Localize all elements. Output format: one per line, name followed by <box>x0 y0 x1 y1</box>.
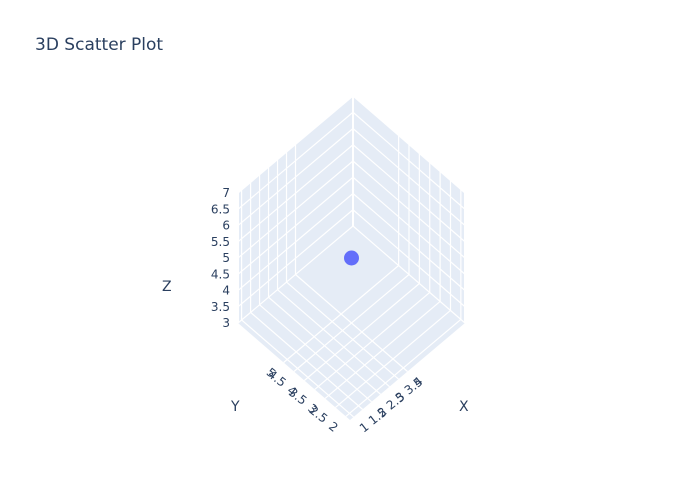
y-gridline-floor <box>283 265 400 363</box>
z-gridline-ywall <box>237 209 354 308</box>
y-gridline-floor <box>293 274 410 372</box>
scatter-points <box>344 250 359 266</box>
y-gridline-floor <box>314 292 431 390</box>
z-gridline-ywall <box>237 225 354 324</box>
z-axis-title: Z <box>162 279 172 295</box>
z-gridline-xwall <box>352 95 466 194</box>
z-gridline-ywall <box>237 160 354 259</box>
y-gridline-floor <box>345 318 462 417</box>
z-tick-label: 7 <box>222 186 230 200</box>
scene-gridlines <box>237 95 466 418</box>
scene-tick-labels: 11.522.533.5422.533.544.5533.544.555.566… <box>211 186 426 435</box>
z-tick-label: 3.5 <box>211 300 230 314</box>
y-gridline-floor <box>335 309 451 408</box>
y-axis-title: Y <box>230 399 240 415</box>
y-gridline-floor <box>324 300 441 399</box>
z-gridline-xwall <box>352 111 466 210</box>
x-axis-title: X <box>459 399 469 415</box>
z-gridline-xwall <box>352 225 466 324</box>
z-gridline-xwall <box>352 176 466 275</box>
z-gridline-xwall <box>352 144 466 243</box>
y-gridline-floor <box>303 283 420 381</box>
z-tick-label: 5 <box>222 251 230 265</box>
z-tick-label: 5.5 <box>211 235 230 249</box>
z-gridline-xwall <box>352 193 466 291</box>
scene-axis-titles: X Y Z <box>162 279 469 415</box>
z-tick-label: 3 <box>222 316 230 330</box>
z-gridline-xwall <box>352 160 466 259</box>
z-tick-label: 6 <box>222 219 230 233</box>
z-gridline-ywall <box>237 176 354 275</box>
z-tick-label: 4.5 <box>211 267 230 281</box>
scatter-point <box>344 250 359 266</box>
z-tick-label: 4 <box>222 284 230 298</box>
z-gridline-ywall <box>237 144 354 243</box>
z-gridline-ywall <box>237 111 354 210</box>
chart-title: 3D Scatter Plot <box>35 35 163 55</box>
z-gridline-ywall <box>237 128 354 226</box>
z-gridline-ywall <box>237 193 354 291</box>
z-gridline-ywall <box>237 95 354 194</box>
y-tick-label: 2 <box>326 419 341 435</box>
z-tick-label: 6.5 <box>211 202 230 216</box>
z-gridline-xwall <box>352 128 466 226</box>
z-gridline-xwall <box>352 209 466 308</box>
